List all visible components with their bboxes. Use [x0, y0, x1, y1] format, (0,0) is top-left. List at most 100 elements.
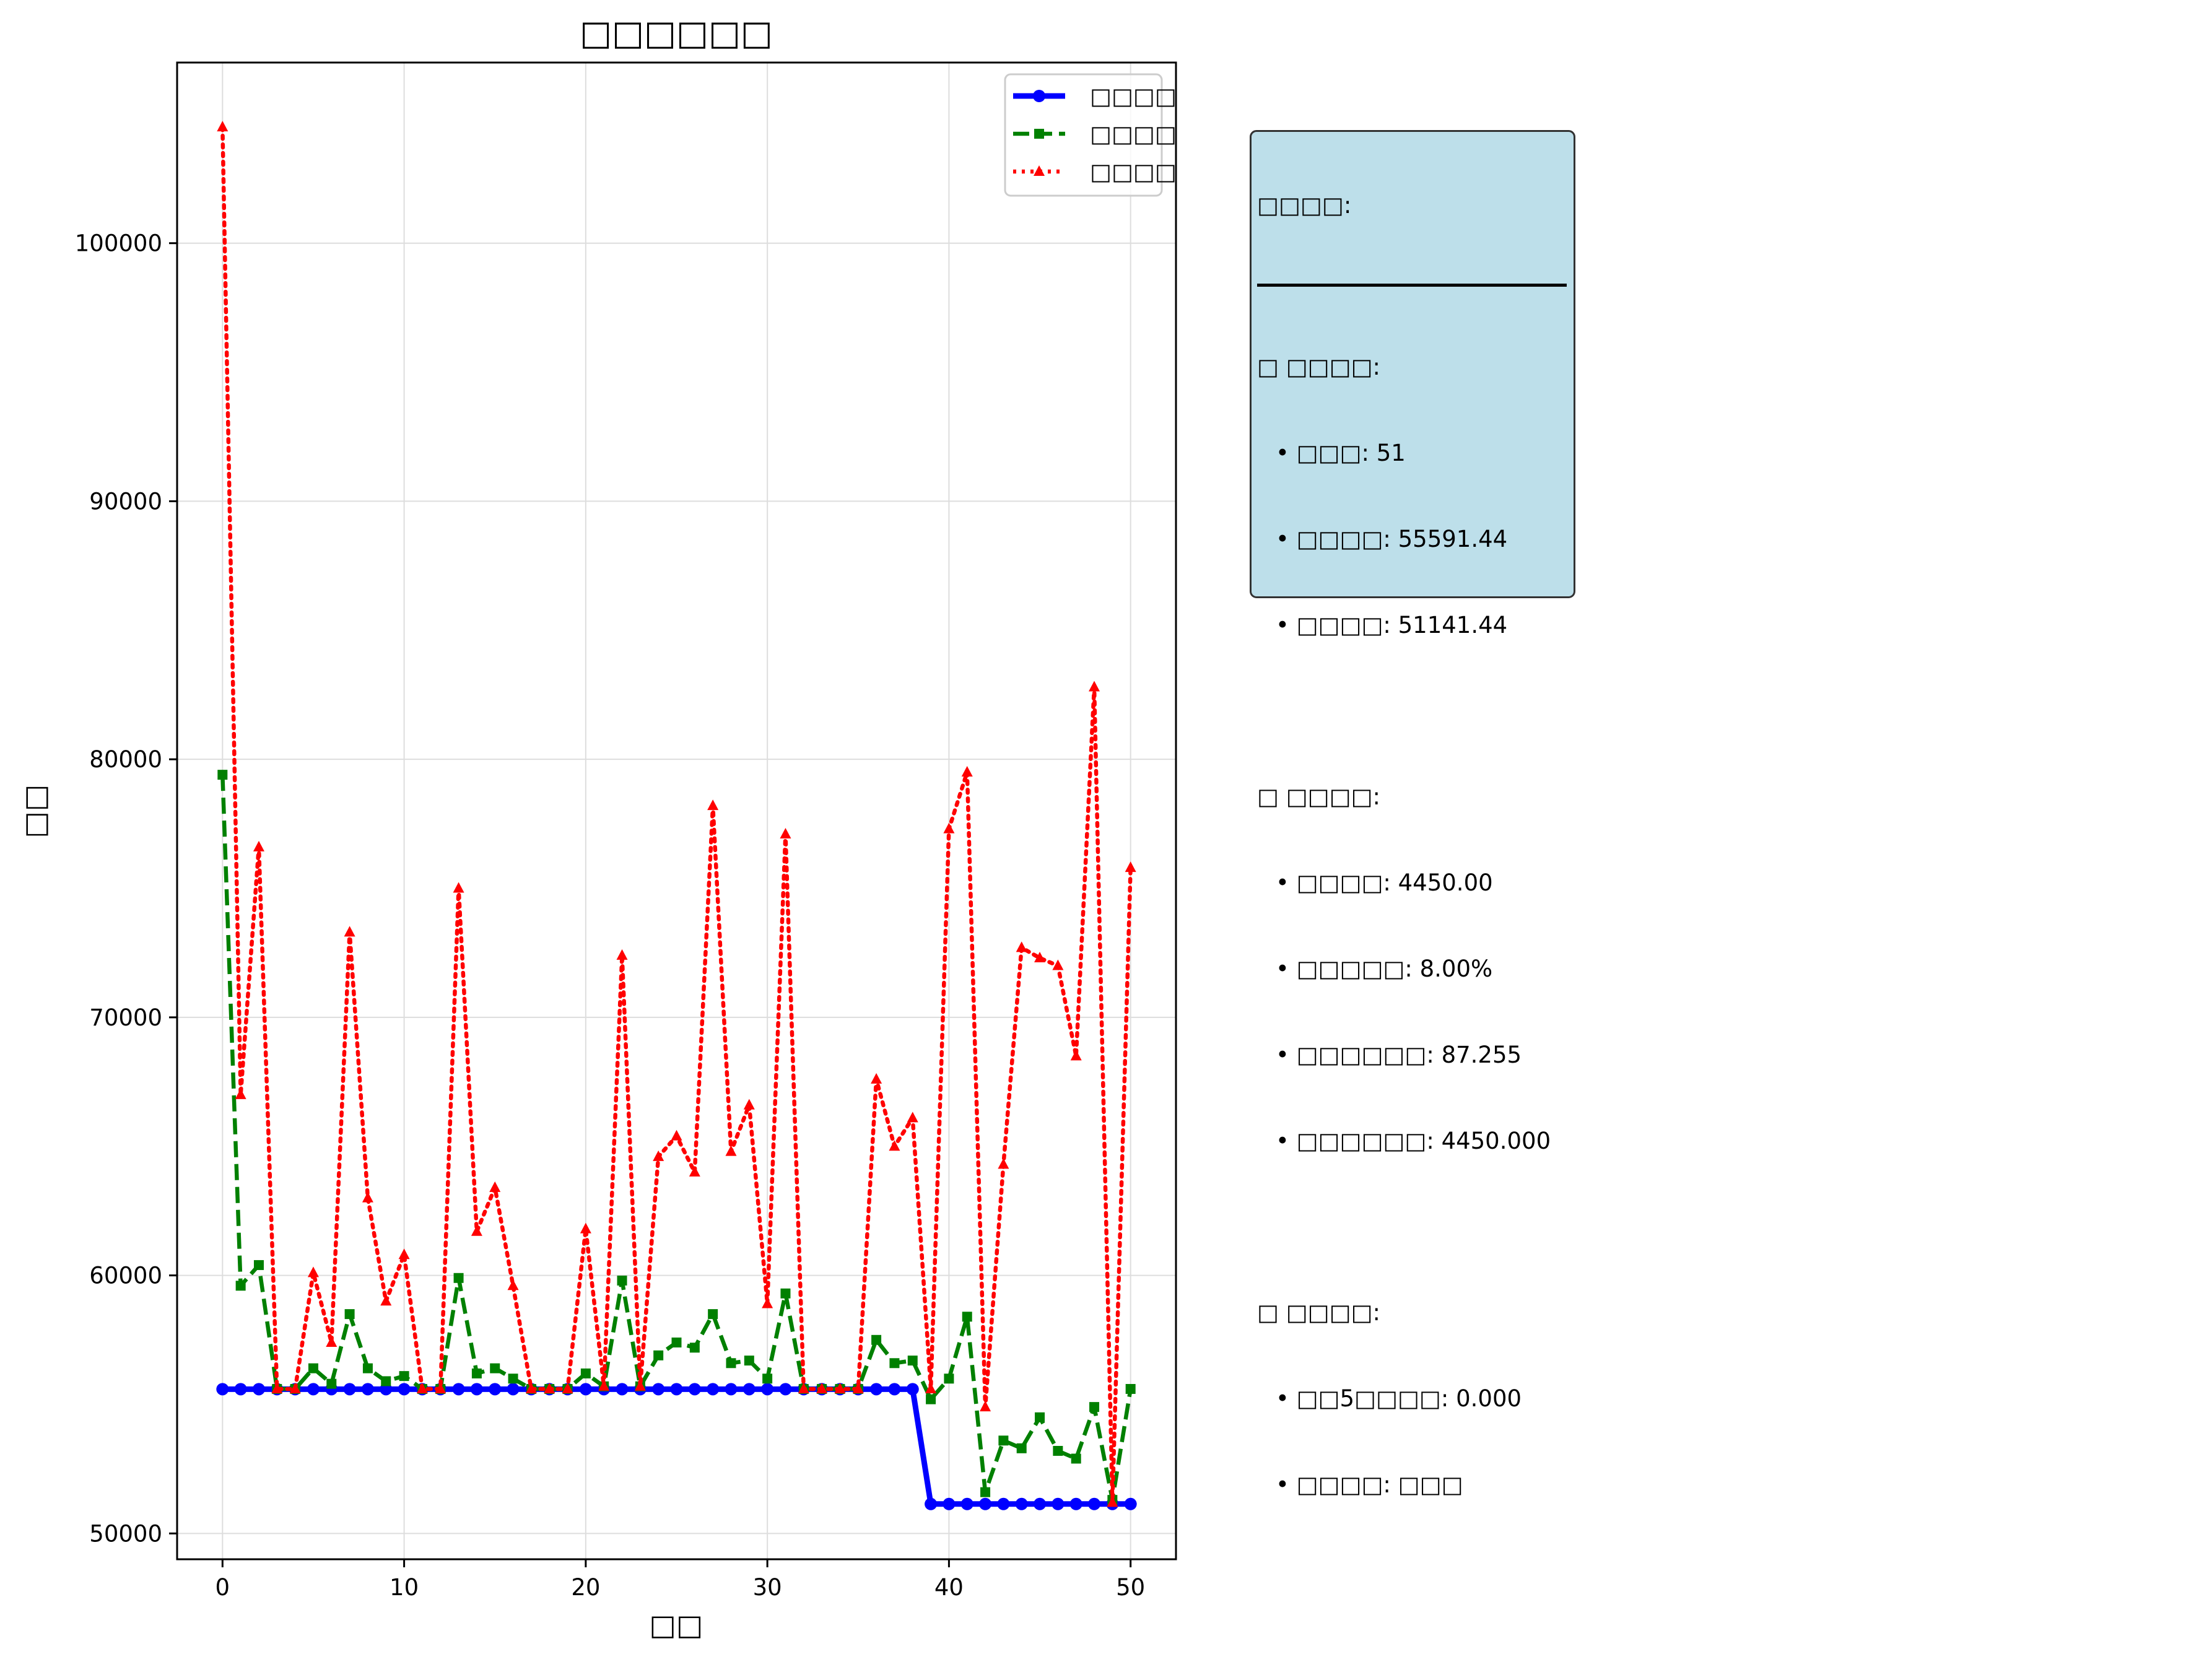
series-3-point: [762, 1297, 773, 1308]
series-3-point: [253, 840, 264, 851]
series-1-point: [216, 1383, 229, 1396]
series-2-point: [253, 1260, 264, 1270]
legend-marker: [1033, 90, 1045, 102]
series-3-point: [525, 1382, 537, 1393]
stats-item: • □□□□□: 8.00%: [1276, 955, 1493, 983]
legend-label: □□□□: [1090, 121, 1177, 147]
series-1-line: [222, 1386, 1131, 1507]
series-1-point: [1124, 1497, 1137, 1510]
x-axis-title: □□: [650, 1608, 703, 1642]
series-3-point: [289, 1382, 301, 1393]
series-3-point: [235, 1088, 246, 1099]
series-3-point: [907, 1112, 918, 1123]
series-3-point: [562, 1382, 573, 1393]
series-3-point: [380, 1295, 392, 1306]
series-2-point: [889, 1358, 900, 1369]
series-1-point: [452, 1383, 465, 1396]
x-tick-label: 20: [571, 1574, 600, 1601]
series-1-point: [579, 1383, 592, 1396]
series-3-point: [998, 1158, 1009, 1169]
series-2-point: [344, 1309, 355, 1320]
series-3-point: [943, 822, 955, 834]
series-3-point: [653, 1150, 664, 1161]
series-1-point: [1069, 1497, 1082, 1510]
series-1-point: [997, 1497, 1010, 1510]
series-3-point: [1070, 1050, 1082, 1061]
series-1-point: [652, 1383, 665, 1396]
series-3-point: [689, 1165, 700, 1177]
series-2-point: [1125, 1383, 1136, 1394]
stats-item: • □□5□□□□: 0.000: [1276, 1385, 1522, 1412]
series-2-point: [1071, 1453, 1081, 1464]
series-2-point: [726, 1358, 736, 1369]
stats-item: • □□□□: □□□: [1276, 1471, 1463, 1499]
series-3-point: [507, 1279, 519, 1291]
series-1-point: [725, 1383, 738, 1396]
chart-title: □□□□□□: [580, 13, 773, 53]
stats-item: • □□□□: 55591.44: [1276, 525, 1508, 552]
series-2-point: [308, 1363, 318, 1373]
series-1-point: [670, 1383, 683, 1396]
series-1-point: [742, 1383, 755, 1396]
series-2-point: [1053, 1445, 1063, 1456]
series-2-point: [453, 1273, 464, 1283]
legend-box: [1004, 73, 1163, 197]
series-3-point: [889, 1140, 900, 1151]
series-2-point: [871, 1334, 882, 1345]
series-3-point: [362, 1191, 373, 1203]
series-1-point: [979, 1497, 992, 1510]
series-1-point: [1015, 1497, 1028, 1510]
series-2-point: [490, 1363, 500, 1373]
series-3-point: [980, 1401, 991, 1412]
series-1-point: [888, 1383, 901, 1396]
series-1-point: [688, 1383, 701, 1396]
stats-item: • □□□□□□: 4450.000: [1276, 1127, 1551, 1154]
series-2-point: [362, 1363, 373, 1373]
series-2-point: [217, 770, 228, 780]
series-1-point: [870, 1383, 883, 1396]
series-2-point: [653, 1350, 664, 1360]
series-1-point: [616, 1383, 629, 1396]
series-1-point: [925, 1497, 938, 1510]
series-3-point: [271, 1382, 283, 1393]
series-1-point: [1034, 1497, 1047, 1510]
series-3: [217, 121, 1136, 1507]
series-3-point: [326, 1336, 337, 1347]
stats-item: • □□□□□□: 87.255: [1276, 1041, 1522, 1068]
series-3-point: [961, 765, 973, 777]
x-tick-label: 0: [216, 1574, 230, 1601]
series-1-point: [398, 1383, 411, 1396]
y-tick-label: 50000: [89, 1520, 162, 1547]
series-2-point: [780, 1288, 791, 1299]
ticks: 0 10 20 30 40 50 50000 60000 70000 80000 90000 1000…: [75, 230, 1145, 1601]
series-3-point: [1016, 941, 1027, 952]
y-axis-title: □□: [18, 785, 51, 838]
series-3-point: [453, 882, 464, 893]
series-3-point: [634, 1380, 646, 1391]
legend-marker: [1034, 165, 1045, 176]
series-3-point: [416, 1382, 428, 1393]
stats-section-header: □ □□□□:: [1257, 783, 1381, 811]
series-3-point: [743, 1099, 755, 1110]
x-tick-label: 40: [934, 1574, 964, 1601]
legend: □□□□ □□□□ □□□□: [1004, 73, 1177, 197]
series-1-point: [707, 1383, 720, 1396]
series-3-line: [220, 124, 1133, 1505]
series-1-point: [761, 1383, 774, 1396]
series-1-point: [507, 1383, 520, 1396]
series-2-point: [1089, 1402, 1100, 1412]
stats-item: • □□□: 51: [1276, 439, 1406, 466]
series-3-point: [217, 121, 229, 132]
series-1-point: [779, 1383, 792, 1396]
series-2-point: [998, 1435, 1009, 1446]
stats-panel: [1250, 130, 1575, 598]
series-3-point: [1034, 952, 1046, 963]
series-1-point: [343, 1383, 356, 1396]
series-3-point: [307, 1266, 319, 1277]
series-1-point: [307, 1383, 320, 1396]
series-3-point: [816, 1382, 828, 1393]
stats-item: • □□□□: 4450.00: [1276, 869, 1493, 897]
series-2-point: [617, 1275, 627, 1286]
series-2-point: [580, 1368, 591, 1378]
